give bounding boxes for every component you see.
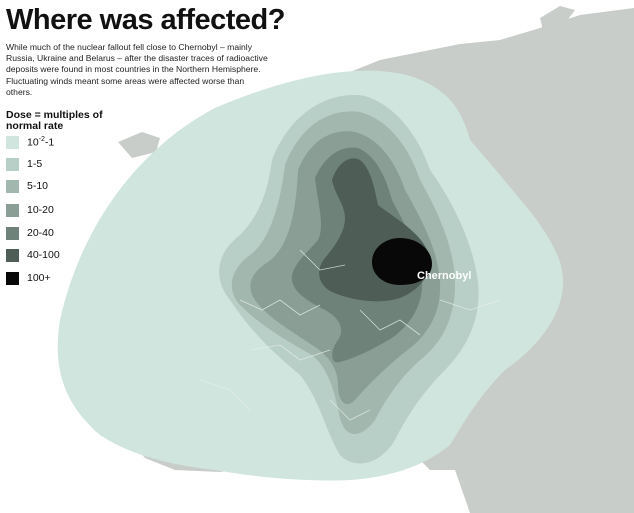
contour-band-7 (372, 238, 432, 285)
chernobyl-label: Chernobyl (417, 270, 472, 282)
legend-swatch (6, 157, 19, 171)
legend-item: 10-20 (6, 203, 54, 217)
page-subtitle: While much of the nuclear fallout fell c… (6, 42, 268, 97)
legend-label: 10-2-1 (27, 135, 55, 149)
fallout-contours (57, 70, 564, 481)
country-borders (199, 249, 501, 421)
legend-swatch (6, 248, 19, 262)
legend-swatch (6, 226, 19, 240)
legend-item: 1-5 (6, 157, 42, 171)
legend-item: 10-2-1 (6, 135, 54, 149)
legend-item: 5-10 (6, 179, 48, 193)
legend-label: 10-20 (27, 204, 54, 216)
page-title: Where was affected? (6, 4, 285, 36)
novaya-zemlya-landmass (540, 6, 575, 38)
legend: Dose = multiples of normal rate 10-2-1 1… (6, 109, 116, 285)
legend-swatch (6, 135, 19, 149)
legend-swatch (6, 179, 19, 193)
legend-item: 20-40 (6, 226, 54, 240)
legend-label: 1-5 (27, 158, 43, 170)
iceland-landmass (118, 132, 160, 158)
legend-title: Dose = multiples of normal rate (6, 109, 103, 132)
legend-label: 5-10 (27, 180, 49, 192)
legend-label: 40-100 (27, 249, 60, 261)
legend-swatch (6, 271, 19, 285)
legend-label: 100+ (27, 272, 51, 284)
legend-item: 100+ (6, 271, 51, 285)
legend-item: 40-100 (6, 248, 60, 262)
legend-label: 20-40 (27, 227, 54, 239)
legend-swatch (6, 203, 19, 217)
